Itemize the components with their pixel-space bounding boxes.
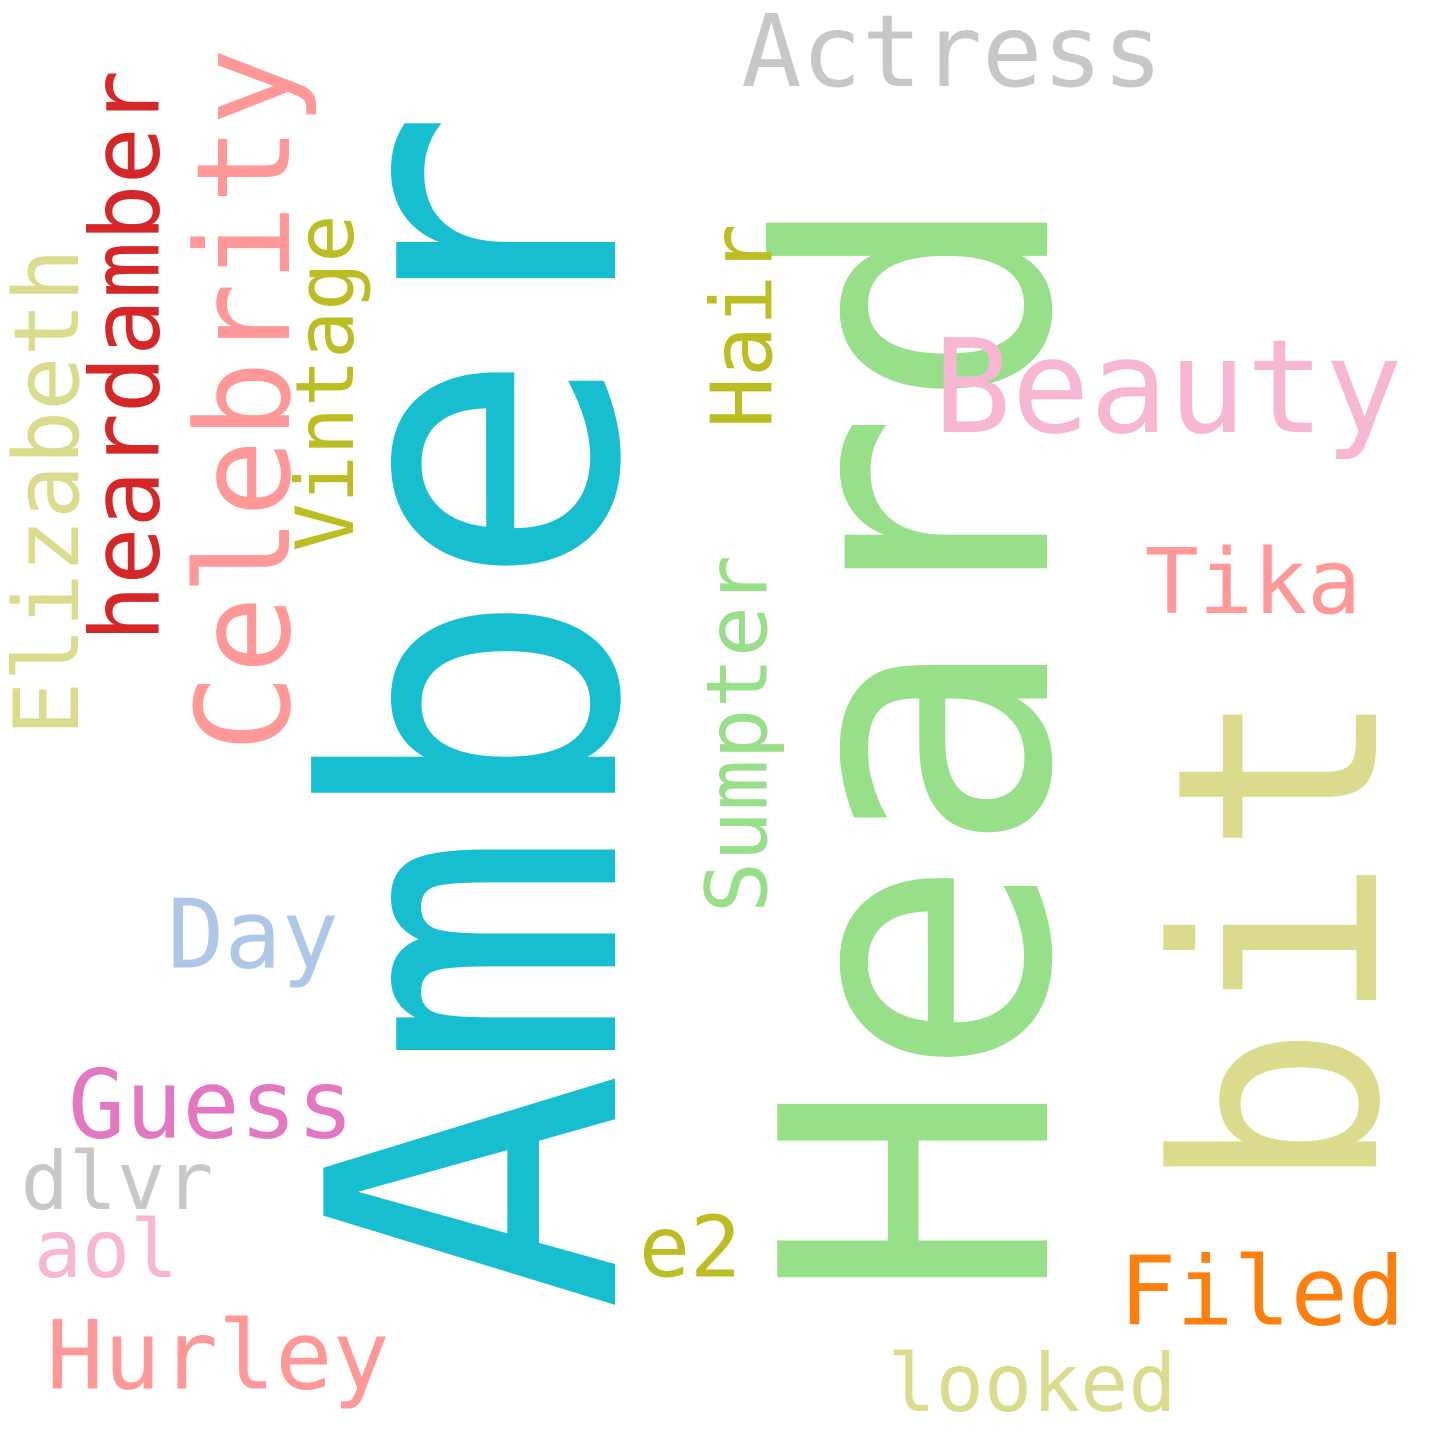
word-beauty: Beauty <box>933 311 1403 463</box>
word-day: Day <box>167 880 339 991</box>
word-guess: Guess <box>68 1050 354 1161</box>
word-hair: Hair <box>693 223 793 429</box>
word-tika: Tika <box>1144 530 1362 635</box>
word-looked: looked <box>887 1337 1177 1430</box>
word-dlvr: dlvr <box>20 1135 214 1228</box>
word-filed: Filed <box>1119 1237 1405 1348</box>
word-bit: bit <box>1117 687 1440 1193</box>
word-aol: aol <box>33 1203 179 1296</box>
word-actress: Actress <box>741 0 1163 110</box>
word-hurley: Hurley <box>46 1301 390 1412</box>
word-sumpter: Sumpter <box>688 554 788 914</box>
word-vintage: Vintage <box>279 214 372 552</box>
word-heardamber: heardamber <box>71 70 182 642</box>
word-e2: e2 <box>638 1198 742 1298</box>
